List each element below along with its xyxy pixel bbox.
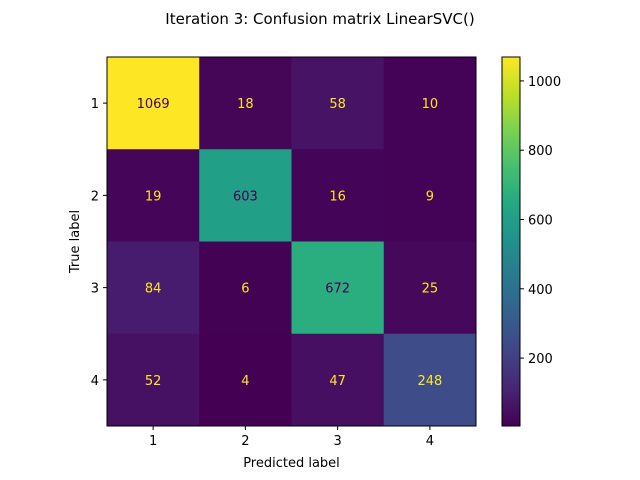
- colorbar-tick-label: 800: [528, 144, 553, 159]
- x-tick-label: 4: [426, 434, 434, 449]
- x-axis-ticks: 1 2 3 4: [149, 426, 434, 449]
- cell-value-label: 10: [422, 97, 439, 112]
- cell-value-label: 16: [329, 189, 346, 204]
- heatmap-cell: [291, 241, 385, 335]
- heatmap-cells: [107, 57, 477, 427]
- heatmap-cell-labels: 1069 18 58 10 19 603 16 9 84 6 672 25 52 4 47 248: [137, 97, 443, 389]
- heatmap-cell: [107, 149, 200, 242]
- heatmap-cell: [107, 57, 200, 150]
- cell-value-label: 52: [145, 374, 162, 389]
- cell-value-label: 25: [422, 282, 439, 297]
- y-tick-label: 2: [91, 189, 99, 204]
- colorbar-tick-label: 400: [528, 283, 553, 298]
- x-tick-label: 2: [241, 434, 249, 449]
- heatmap-cell: [199, 149, 292, 242]
- cell-value-label: 19: [145, 189, 162, 204]
- cell-value-label: 1069: [137, 97, 170, 112]
- heatmap-cell: [291, 149, 385, 242]
- cell-value-label: 58: [329, 97, 346, 112]
- cell-value-label: 47: [329, 374, 346, 389]
- heatmap-cell: [383, 57, 477, 150]
- colorbar-ticks: 200 400 600 800 1000: [520, 75, 561, 367]
- cell-value-label: 9: [426, 189, 434, 204]
- x-tick-label: 3: [333, 434, 341, 449]
- heatmap-cell: [291, 333, 385, 427]
- y-axis-ticks: 1 2 3 4: [91, 97, 107, 389]
- chart-title: Iteration 3: Confusion matrix LinearSVC(…: [165, 10, 474, 28]
- cell-value-label: 248: [417, 374, 442, 389]
- cell-value-label: 18: [237, 97, 254, 112]
- x-axis-label: Predicted label: [243, 456, 340, 471]
- heatmap-cell: [291, 57, 385, 150]
- plot-frame: [106, 56, 477, 427]
- heatmap-cell: [383, 241, 477, 335]
- colorbar-tick-label: 600: [528, 213, 553, 228]
- heatmap-cell: [107, 333, 200, 427]
- heatmap-cell: [107, 241, 200, 335]
- colorbar-tick-label: 1000: [528, 75, 561, 90]
- cell-value-label: 84: [145, 282, 162, 297]
- heatmap-cell: [383, 149, 477, 242]
- cell-value-label: 6: [241, 282, 249, 297]
- heatmap-cell: [199, 333, 292, 427]
- x-tick-label: 1: [149, 434, 157, 449]
- y-axis-label: True label: [68, 210, 83, 274]
- y-tick-label: 4: [91, 374, 99, 389]
- heatmap-cell: [199, 241, 292, 335]
- heatmap-cell: [383, 333, 477, 427]
- cell-value-label: 672: [325, 282, 350, 297]
- colorbar-tick-label: 200: [528, 352, 553, 367]
- cell-value-label: 603: [233, 189, 258, 204]
- y-tick-label: 1: [91, 97, 99, 112]
- heatmap-cell: [199, 57, 292, 150]
- colorbar: [501, 56, 521, 427]
- cell-value-label: 4: [241, 374, 249, 389]
- y-tick-label: 3: [91, 282, 99, 297]
